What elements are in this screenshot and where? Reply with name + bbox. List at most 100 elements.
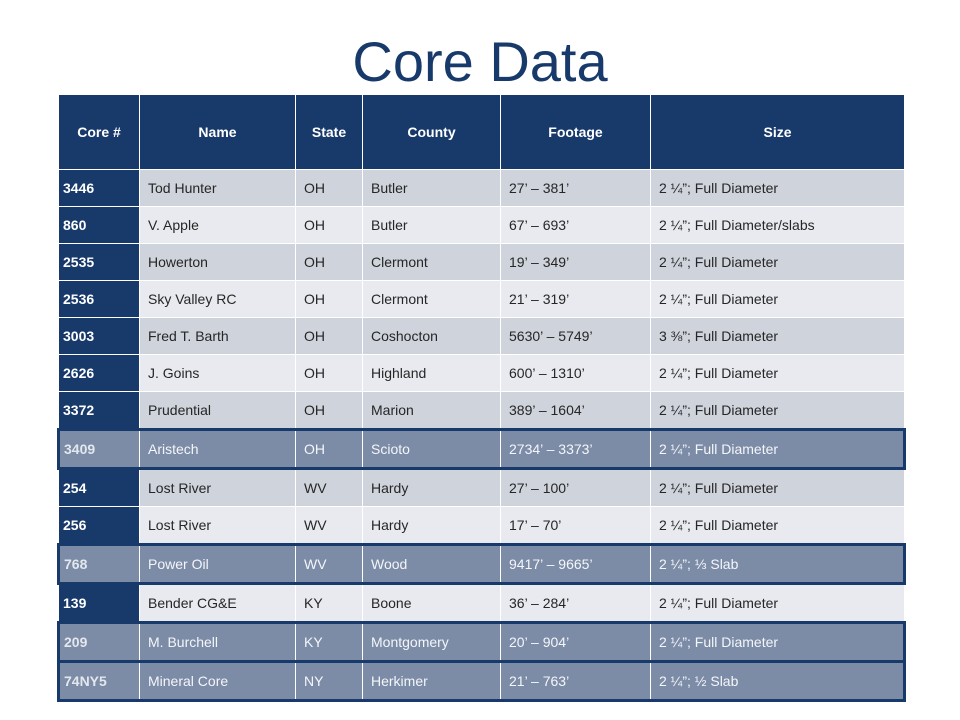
name-cell: Aristech: [139, 428, 296, 470]
core-number-cell: 860: [58, 206, 140, 244]
name-cell: Prudential: [139, 391, 296, 430]
county-cell: Boone: [362, 583, 501, 623]
name-cell: Howerton: [139, 243, 296, 281]
county-cell: Hardy: [362, 506, 501, 545]
size-cell: 2 ¼”; ½ Slab: [650, 660, 906, 702]
core-number-cell: 2535: [58, 243, 140, 281]
core-number-cell: 3446: [58, 169, 140, 207]
county-cell: Butler: [362, 206, 501, 244]
header-state: State: [295, 95, 363, 170]
size-cell: 3 ⅜”; Full Diameter: [650, 317, 905, 355]
state-cell: OH: [295, 280, 363, 318]
footage-cell: 17’ – 70’: [500, 506, 651, 545]
footage-cell: 27’ – 381’: [500, 169, 651, 207]
county-cell: Clermont: [362, 243, 501, 281]
county-cell: Scioto: [362, 428, 501, 470]
core-number-cell: 139: [58, 583, 140, 623]
header-footage: Footage: [500, 95, 651, 170]
footage-cell: 5630’ – 5749’: [500, 317, 651, 355]
size-cell: 2 ¼”; Full Diameter: [650, 354, 905, 392]
footage-cell: 9417’ – 9665’: [500, 543, 651, 585]
table-row: 2535 Howerton OH Clermont 19’ – 349’ 2 ¼”; Fu…: [58, 243, 905, 281]
table-row-highlighted: 209 M. Burchell KY Montgomery 20’ – 904’ 2 ¼”…: [57, 621, 906, 663]
name-cell: Lost River: [139, 468, 296, 507]
header-size: Size: [650, 95, 905, 170]
footage-cell: 21’ – 319’: [500, 280, 651, 318]
name-cell: Tod Hunter: [139, 169, 296, 207]
core-number-cell: 2536: [58, 280, 140, 318]
core-number-cell: 209: [57, 621, 140, 663]
table-row-highlighted: 3409 Aristech OH Scioto 2734’ – 3373’ 2 ¼”; F…: [57, 428, 906, 470]
state-cell: OH: [295, 206, 363, 244]
core-number-cell: 3409: [57, 428, 140, 470]
size-cell: 2 ¼”; Full Diameter/slabs: [650, 206, 905, 244]
table-row: 2626 J. Goins OH Highland 600’ – 1310’ 2 ¼”; …: [58, 354, 905, 392]
core-number-cell: 3003: [58, 317, 140, 355]
county-cell: Coshocton: [362, 317, 501, 355]
footage-cell: 36’ – 284’: [500, 583, 651, 623]
size-cell: 2 ¼”; Full Diameter: [650, 468, 905, 507]
footage-cell: 600’ – 1310’: [500, 354, 651, 392]
footage-cell: 389’ – 1604’: [500, 391, 651, 430]
footage-cell: 67’ – 693’: [500, 206, 651, 244]
state-cell: WV: [295, 468, 363, 507]
county-cell: Hardy: [362, 468, 501, 507]
table-row-highlighted: 768 Power Oil WV Wood 9417’ – 9665’ 2 ¼”; ⅓ S…: [57, 543, 906, 585]
table-body: 3446 Tod Hunter OH Butler 27’ – 381’ 2 ¼”; Fu…: [57, 169, 906, 702]
core-number-cell: 74NY5: [57, 660, 140, 702]
header-county: County: [362, 95, 501, 170]
core-number-cell: 256: [58, 506, 140, 545]
core-number-cell: 254: [58, 468, 140, 507]
name-cell: Lost River: [139, 506, 296, 545]
county-cell: Clermont: [362, 280, 501, 318]
name-cell: Bender CG&E: [139, 583, 296, 623]
name-cell: M. Burchell: [139, 621, 296, 663]
state-cell: NY: [295, 660, 363, 702]
header-core-number: Core #: [58, 95, 140, 170]
size-cell: 2 ¼”; Full Diameter: [650, 506, 905, 545]
name-cell: Sky Valley RC: [139, 280, 296, 318]
county-cell: Butler: [362, 169, 501, 207]
table-header-row: Core # Name State County Footage Size: [58, 95, 905, 170]
table-row: 254 Lost River WV Hardy 27’ – 100’ 2 ¼”; Full…: [58, 468, 905, 507]
county-cell: Montgomery: [362, 621, 501, 663]
size-cell: 2 ¼”; Full Diameter: [650, 391, 905, 430]
state-cell: WV: [295, 543, 363, 585]
table-row: 256 Lost River WV Hardy 17’ – 70’ 2 ¼”; Full …: [58, 506, 905, 545]
county-cell: Highland: [362, 354, 501, 392]
state-cell: OH: [295, 169, 363, 207]
name-cell: Mineral Core: [139, 660, 296, 702]
name-cell: J. Goins: [139, 354, 296, 392]
state-cell: OH: [295, 354, 363, 392]
footage-cell: 2734’ – 3373’: [500, 428, 651, 470]
state-cell: OH: [295, 391, 363, 430]
core-number-cell: 768: [57, 543, 140, 585]
footage-cell: 21’ – 763’: [500, 660, 651, 702]
county-cell: Herkimer: [362, 660, 501, 702]
size-cell: 2 ¼”; Full Diameter: [650, 583, 905, 623]
county-cell: Wood: [362, 543, 501, 585]
state-cell: KY: [295, 583, 363, 623]
size-cell: 2 ¼”; Full Diameter: [650, 428, 906, 470]
size-cell: 2 ¼”; Full Diameter: [650, 169, 905, 207]
name-cell: Power Oil: [139, 543, 296, 585]
size-cell: 2 ¼”; Full Diameter: [650, 243, 905, 281]
header-name: Name: [139, 95, 296, 170]
name-cell: Fred T. Barth: [139, 317, 296, 355]
state-cell: OH: [295, 428, 363, 470]
state-cell: WV: [295, 506, 363, 545]
size-cell: 2 ¼”; Full Diameter: [650, 621, 906, 663]
table-row: 3446 Tod Hunter OH Butler 27’ – 381’ 2 ¼”; Fu…: [58, 169, 905, 207]
name-cell: V. Apple: [139, 206, 296, 244]
core-data-table: Core # Name State County Footage Size 34…: [57, 95, 906, 702]
size-cell: 2 ¼”; ⅓ Slab: [650, 543, 906, 585]
county-cell: Marion: [362, 391, 501, 430]
state-cell: KY: [295, 621, 363, 663]
footage-cell: 20’ – 904’: [500, 621, 651, 663]
table-row: 2536 Sky Valley RC OH Clermont 21’ – 319’ 2 ¼…: [58, 280, 905, 318]
table-row: 3003 Fred T. Barth OH Coshocton 5630’ – 5749…: [58, 317, 905, 355]
state-cell: OH: [295, 317, 363, 355]
size-cell: 2 ¼”; Full Diameter: [650, 280, 905, 318]
core-number-cell: 3372: [58, 391, 140, 430]
table-row: 139 Bender CG&E KY Boone 36’ – 284’ 2 ¼”; Ful…: [58, 583, 905, 623]
